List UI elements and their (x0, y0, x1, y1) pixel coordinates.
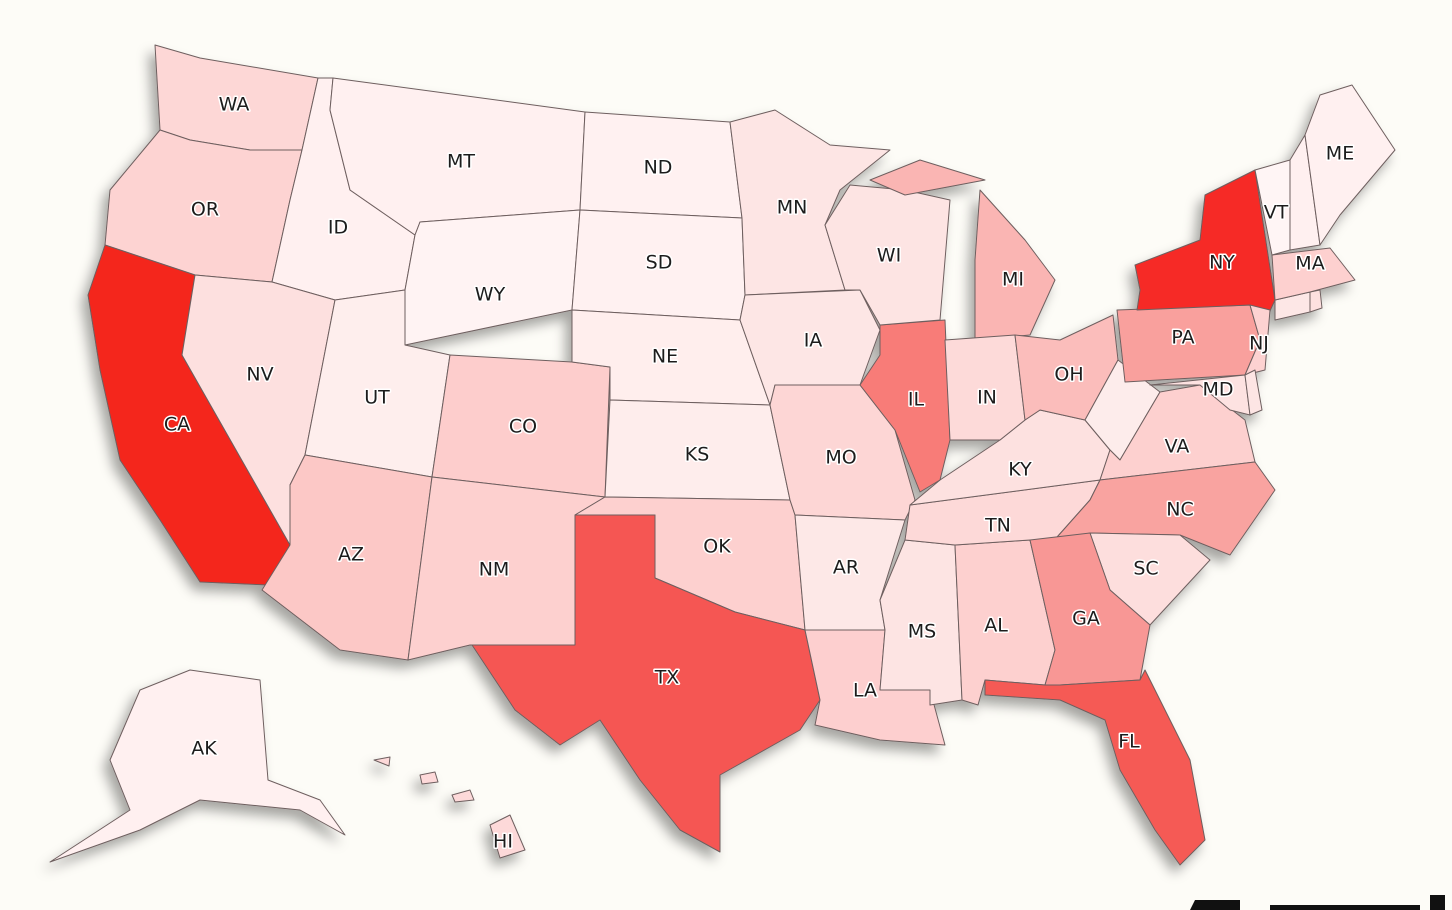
state (944, 334, 1026, 441)
state-label: ID (328, 217, 348, 239)
state (404, 209, 581, 346)
state (431, 354, 611, 498)
state-label: NJ (1249, 333, 1269, 355)
state-label: PA (1171, 327, 1194, 349)
state-label: MD (1202, 379, 1233, 401)
state-label: NV (246, 364, 273, 386)
state-label: NY (1209, 252, 1235, 274)
state (1244, 369, 1263, 416)
state (489, 814, 526, 859)
state-labels: WA OR CA ID NV MT WY UT AZ CO NM ND SD NE KS OK TX MN IA MO… (162, 92, 1355, 854)
state-label: CA (164, 414, 190, 436)
state-label: IL (908, 389, 925, 411)
logo-fragment (1190, 895, 1445, 910)
state-label: UT (364, 387, 390, 409)
state-label: VT (1264, 202, 1289, 224)
state-label: WA (219, 94, 250, 116)
state (373, 756, 391, 767)
state-label: AR (833, 557, 859, 579)
state (984, 669, 1206, 866)
state-label: IA (804, 330, 823, 352)
state-label: TX (654, 667, 680, 689)
state (1304, 84, 1396, 246)
state-label: NM (479, 559, 510, 581)
state-label: GA (1072, 608, 1100, 630)
state-label: ME (1326, 143, 1354, 165)
state-label: AL (984, 615, 1008, 637)
state-label: FL (1118, 731, 1140, 753)
state (49, 669, 346, 863)
state (729, 109, 891, 296)
state-label: WI (877, 245, 901, 267)
state-label: KY (1008, 459, 1032, 481)
state-label: TN (984, 515, 1011, 537)
states (49, 44, 1396, 866)
state-label: WY (475, 284, 506, 306)
state (824, 184, 951, 326)
state-label: IN (977, 387, 997, 409)
state (1149, 374, 1251, 416)
state-label: MI (1002, 269, 1024, 291)
state-label: MN (777, 197, 808, 219)
state (419, 771, 439, 785)
state-label: MS (908, 621, 936, 643)
state (471, 514, 821, 853)
state-label: SD (646, 252, 673, 274)
state (974, 189, 1056, 341)
state-label: OK (703, 536, 731, 558)
state-label: OR (191, 199, 219, 221)
state (451, 789, 475, 803)
state (1271, 247, 1356, 301)
state-label: AZ (338, 544, 364, 566)
state-label: MA (1295, 253, 1324, 275)
state-label: CO (509, 416, 537, 438)
state-label: LA (853, 680, 877, 702)
state-label: MO (825, 447, 856, 469)
state (1134, 169, 1276, 323)
state-label: KS (685, 444, 710, 466)
state-label: NE (652, 346, 678, 368)
state-label: NC (1166, 499, 1193, 521)
state-label: VA (1165, 436, 1190, 458)
state-label: SC (1133, 558, 1158, 580)
state-label: ND (644, 157, 673, 179)
state-label: OH (1054, 364, 1083, 386)
state (869, 159, 986, 196)
state-label: AK (191, 738, 217, 760)
state-label: HI (493, 831, 513, 853)
state (1309, 289, 1323, 313)
state-label: MT (447, 151, 475, 173)
